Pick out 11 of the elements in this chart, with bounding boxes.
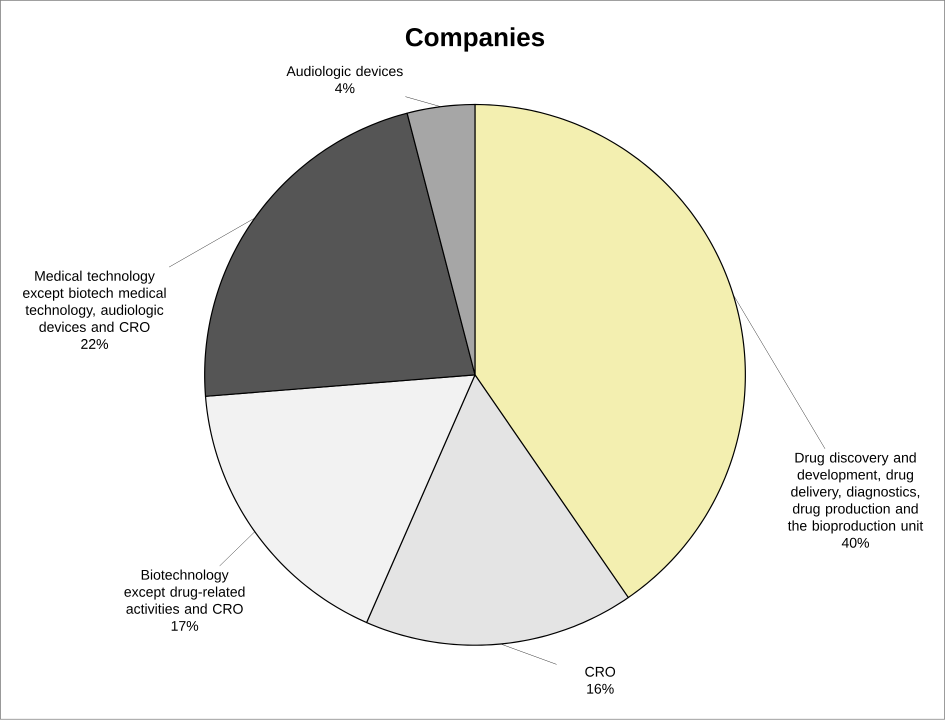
chart-title: Companies [406, 27, 544, 52]
slice-label: Medical technology except biotech medical technology, audiologic devices and CRO [23, 270, 166, 332]
data-label: 17% [172, 621, 198, 631]
slice-label: Drug discovery and development, drug delivery, diagnostics, drug production and the bioproduction unit [788, 452, 924, 534]
data-label: 4% [335, 83, 354, 94]
slice-label: Biotechnology except drug-related activities and CRO [124, 570, 244, 614]
slice-label: CRO [585, 666, 616, 677]
data-label: 16% [587, 684, 614, 694]
data-label: 22% [81, 339, 108, 350]
slice-label: Audiologic devices [286, 66, 403, 80]
data-label: 40% [842, 538, 870, 548]
